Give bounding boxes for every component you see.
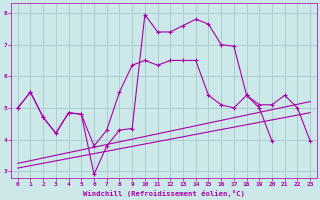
X-axis label: Windchill (Refroidissement éolien,°C): Windchill (Refroidissement éolien,°C)	[83, 190, 245, 197]
